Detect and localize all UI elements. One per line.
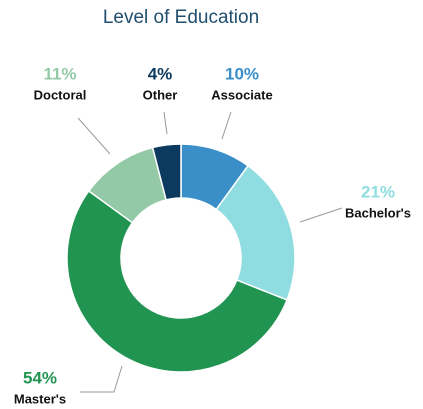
category-label: Associate [211,87,272,102]
category-label: Other [143,87,178,102]
value-label: 11% [43,64,76,83]
leader-line [221,111,232,140]
leader-line [163,111,168,135]
value-label: 10% [225,64,259,83]
value-label: 21% [361,182,395,201]
value-label: 54% [23,368,57,387]
leader-line [80,365,123,393]
value-label: 4% [148,64,173,83]
slice [66,189,288,373]
category-label: Doctoral [34,87,87,102]
slice [151,143,182,201]
leader-line [299,207,343,223]
leader-line [77,117,111,155]
category-label: Master's [14,391,66,406]
category-label: Bachelor's [345,205,411,220]
chart-title: Level of Education [103,7,259,28]
